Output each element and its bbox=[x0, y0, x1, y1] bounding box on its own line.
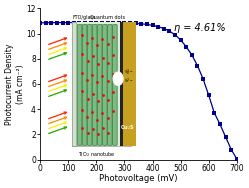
X-axis label: Photovoltage (mV): Photovoltage (mV) bbox=[99, 174, 178, 183]
Y-axis label: Photocurrent Density
(mA cm⁻²): Photocurrent Density (mA cm⁻²) bbox=[5, 43, 25, 125]
Text: η = 4.61%: η = 4.61% bbox=[174, 24, 226, 33]
